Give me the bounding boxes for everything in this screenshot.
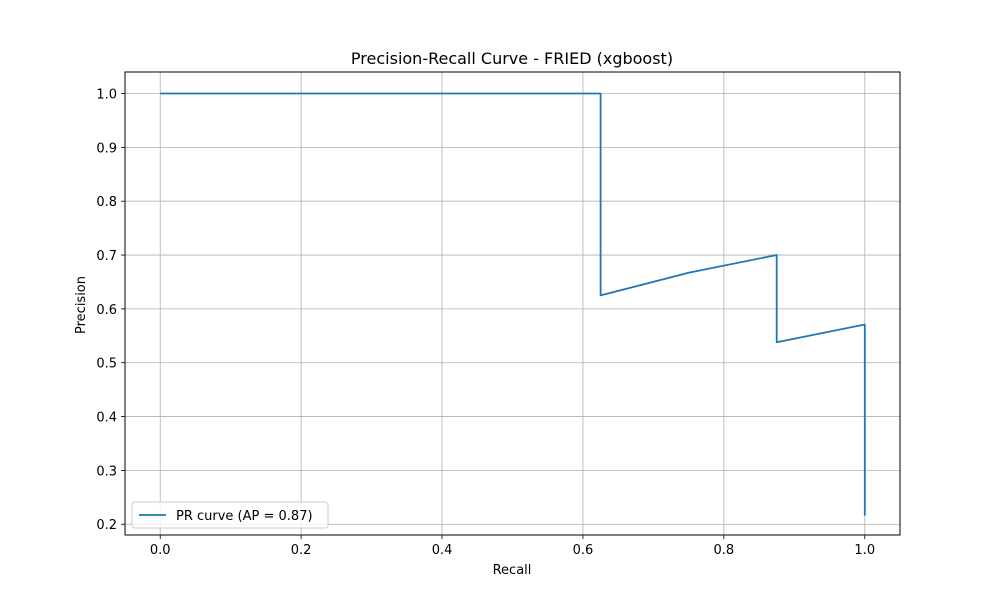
- plot-frame: [124, 71, 901, 536]
- chart-title: Precision-Recall Curve - FRIED (xgboost): [351, 49, 673, 68]
- legend: PR curve (AP = 0.87): [131, 501, 329, 529]
- y-tick-label: 0.9: [96, 141, 117, 156]
- y-tick-label: 1.0: [96, 88, 117, 103]
- y-tick-label: 0.2: [96, 518, 117, 533]
- y-tick-label: 0.3: [96, 464, 117, 479]
- legend-label: PR curve (AP = 0.87): [176, 509, 313, 524]
- y-tick-label: 0.4: [96, 411, 117, 426]
- y-tick-label: 0.7: [96, 249, 117, 264]
- y-axis-ticks: 0.2 0.3 0.4 0.5 0.6 0.7 0.8 0.9 1.0: [96, 88, 125, 533]
- y-tick-label: 0.6: [96, 303, 117, 318]
- x-tick-label: 0.0: [150, 543, 171, 558]
- x-tick-label: 0.2: [291, 543, 312, 558]
- x-tick-label: 0.4: [432, 543, 453, 558]
- x-axis-ticks: 0.0 0.2 0.4 0.6 0.8 1.0: [150, 535, 875, 558]
- legend-box: [131, 501, 329, 529]
- x-tick-label: 0.6: [573, 543, 594, 558]
- x-tick-label: 0.8: [714, 543, 735, 558]
- series-layer: [160, 92, 866, 516]
- y-tick-label: 0.8: [96, 195, 117, 210]
- pr-curve-line: [160, 92, 866, 516]
- x-tick-label: 1.0: [854, 543, 875, 558]
- x-axis-label: Recall: [493, 563, 532, 578]
- y-axis-label: Precision: [74, 276, 89, 334]
- y-tick-label: 0.5: [96, 357, 117, 372]
